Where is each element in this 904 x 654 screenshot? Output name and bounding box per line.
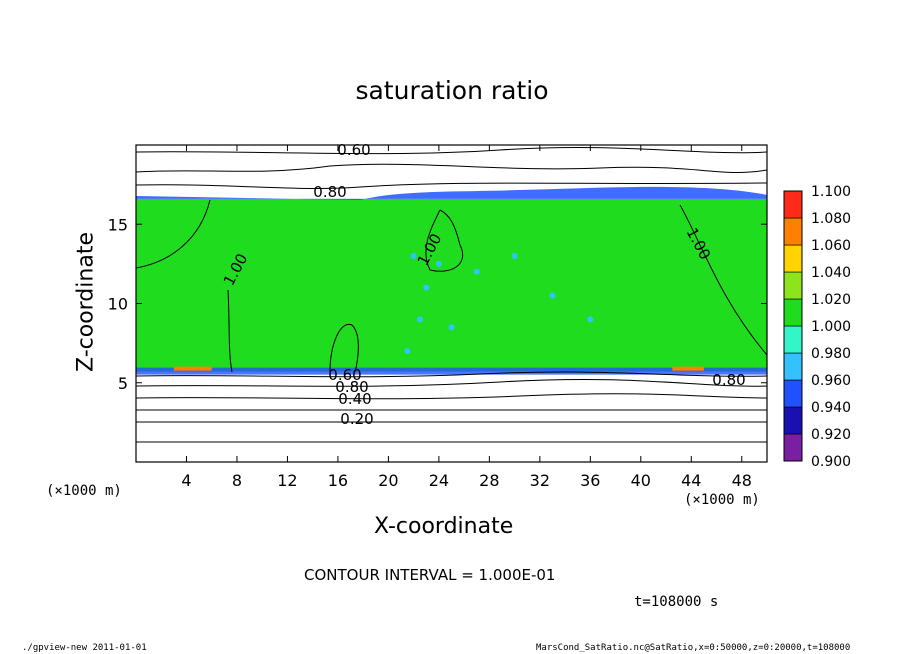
x-tick-label-9: 40 [631,471,651,490]
x-tick-label-5: 24 [429,471,449,490]
speckle-1 [435,260,442,267]
colorbar-tick-label-6: 1.020 [811,292,851,308]
contour-label-5: 0.80 [712,371,745,389]
x-tick-label-7: 32 [530,471,550,490]
colorbar: 0.900 0.920 0.940 0.960 0.980 1.000 1.020 1.040… [783,184,851,470]
hot-spot-left [173,366,212,371]
x-axis-label: X-coordinate [374,514,514,539]
colorbar-swatch-5 [783,298,803,327]
colorbar-frame [783,190,803,462]
hot-spot-right [672,366,704,371]
colorbar-swatch-1 [783,406,803,435]
contour-line-5 [136,393,767,400]
contour-line-0 [136,146,767,155]
speckle-0 [410,252,417,259]
contour-label-1: 0.80 [313,183,346,201]
y-tick-label-1: 10 [108,295,128,314]
x-tick-label-10: 44 [681,471,701,490]
contour-line-1 [136,163,767,174]
chart-title: saturation ratio [355,76,549,105]
footer-source: MarsCond_SatRatio.nc@SatRatio,x=0:50000,… [536,643,851,653]
x-tick-label-4: 20 [378,471,398,490]
speckle-3 [473,268,480,275]
colorbar-swatch-4 [783,325,803,354]
x-tick-label-6: 28 [479,471,499,490]
colorbar-swatch-0 [783,433,803,462]
colorbar-tick-label-9: 1.080 [811,211,851,227]
upper-edge-band [136,186,767,200]
footer-program-date: ./gpview-new 2011-01-01 [22,643,147,653]
contour-label-6: 0.60 [328,366,361,384]
colorbar-tick-label-3: 0.960 [811,373,851,389]
time-stamp: t=108000 s [634,594,719,610]
colorbar-tick-label-7: 1.040 [811,265,851,281]
y-axis: 5 10 15 [108,215,767,393]
y-tick-label-0: 5 [118,374,128,393]
y-tick-label-2: 15 [108,215,128,234]
x-axis: 4 8 12 16 20 24 28 32 36 40 44 48 [181,145,752,490]
colorbar-tick-label-0: 0.900 [811,454,851,470]
speckle-7 [549,292,556,299]
colorbar-tick-label-4: 0.980 [811,346,851,362]
speckle-9 [587,316,594,323]
contour-line-3 [136,371,767,378]
colorbar-swatch-3 [783,352,803,381]
contour-line-4 [136,379,767,387]
speckle-8 [511,252,518,259]
colorbar-tick-label-1: 0.920 [811,427,851,443]
x-tick-label-2: 12 [277,471,297,490]
speckle-4 [416,316,423,323]
colorbar-tick-label-5: 1.000 [811,319,851,335]
x-unit-label-right: (×1000 m) [684,492,760,508]
contour-label-9: 0.20 [340,410,373,428]
x-tick-label-8: 36 [580,471,600,490]
contour-label-7: 0.80 [335,378,368,396]
colorbar-tick-label-10: 1.100 [811,184,851,200]
speckle-2 [423,284,430,291]
x-tick-label-11: 48 [732,471,752,490]
contour-label-0: 0.60 [337,141,370,159]
field-fill [136,145,767,462]
field-region-2 [136,371,767,462]
contour-line-11 [329,323,359,373]
contour-label-8: 0.40 [338,390,371,408]
x-tick-label-1: 8 [232,471,242,490]
colorbar-swatch-6 [783,271,803,300]
x-tick-label-0: 4 [181,471,191,490]
colorbar-tick-label-8: 1.060 [811,238,851,254]
contour-line-9 [136,199,233,373]
field-region-1 [136,198,767,372]
colorbar-swatch-8 [783,217,803,246]
colorbar-swatch-7 [783,244,803,273]
colorbar-tick-label-2: 0.940 [811,400,851,416]
contour-line-2 [136,182,767,190]
x-tick-label-3: 16 [328,471,348,490]
contour-line-10 [679,204,767,356]
x-unit-label-left: (×1000 m) [46,483,122,499]
contour-line-12 [425,209,464,272]
contour-interval-note: CONTOUR INTERVAL = 1.000E-01 [304,566,556,584]
y-axis-label: Z-coordinate [73,232,99,372]
speckle-6 [404,348,411,355]
contour-lines [136,146,767,443]
speckle-5 [448,324,455,331]
colorbar-swatch-9 [783,190,803,219]
colorbar-swatch-2 [783,379,803,408]
